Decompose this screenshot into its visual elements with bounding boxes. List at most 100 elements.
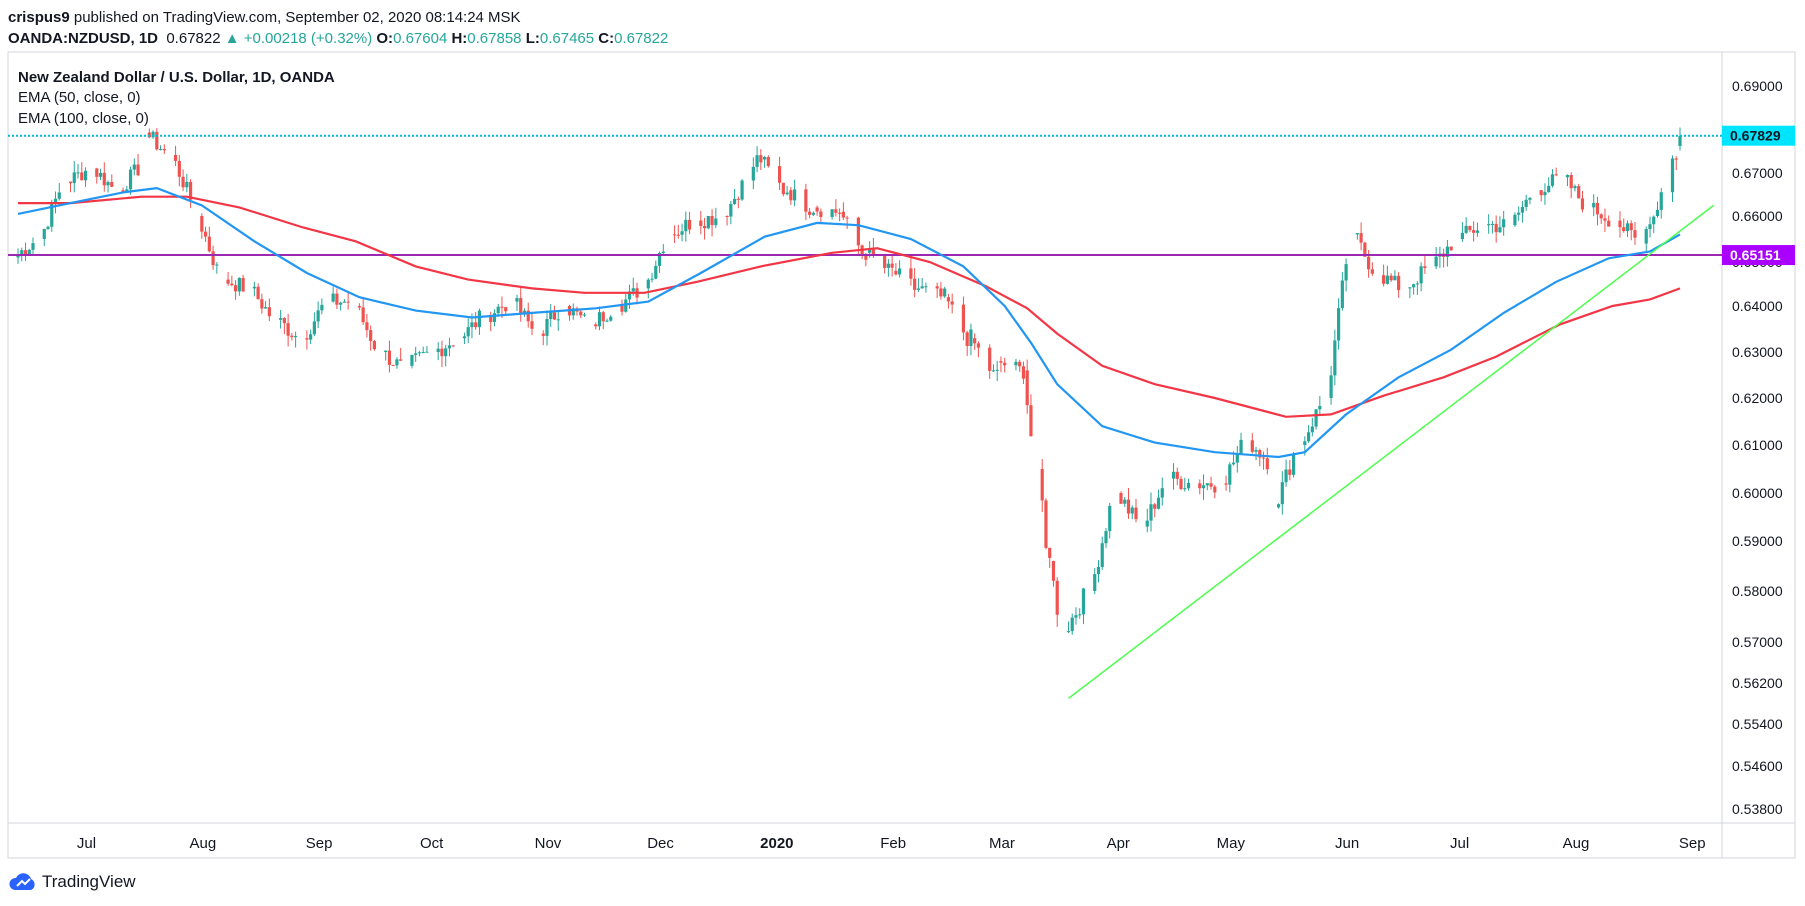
candle-body (1224, 483, 1228, 485)
open-value: 0.67604 (393, 30, 448, 47)
candle-body (151, 131, 155, 138)
candle-body (781, 182, 785, 195)
candle-body (920, 286, 924, 289)
candle-body (188, 181, 193, 200)
y-tick-label: 0.66000 (1732, 208, 1783, 224)
candle-body (1419, 266, 1423, 284)
up-arrow-icon: ▲ (224, 30, 240, 47)
candle-body (650, 278, 654, 280)
candle-body (751, 166, 755, 181)
candle-body (973, 338, 977, 344)
candle-body (732, 198, 737, 204)
legend-ema50[interactable]: EMA (50, close, 0) (18, 89, 141, 106)
candle-body (1239, 439, 1243, 454)
candle-body (1618, 220, 1622, 228)
candle-body (710, 216, 714, 226)
candle-body (1648, 224, 1652, 230)
candle-body (594, 324, 598, 327)
candle-body (264, 307, 268, 309)
legend-title: New Zealand Dollar / U.S. Dollar, 1D, OA… (18, 69, 335, 86)
candle-body (72, 172, 76, 184)
candle-body (1498, 227, 1502, 233)
candle-body (687, 219, 692, 230)
candle-body (1171, 471, 1176, 479)
price-label-box (1722, 245, 1795, 266)
candle-body (102, 172, 106, 186)
close-value: 0.67822 (614, 30, 669, 47)
candle-body (582, 314, 587, 316)
candle-body (1201, 485, 1206, 489)
legend-ema100[interactable]: EMA (100, close, 0) (18, 110, 149, 127)
candle-body (1228, 464, 1232, 485)
candle-body (834, 209, 838, 213)
candle-body (31, 243, 35, 250)
change-value: +0.00218 (+0.32%) (243, 30, 373, 47)
y-tick-label: 0.55400 (1732, 716, 1783, 732)
candle-body (1183, 488, 1187, 490)
candle-body (237, 277, 241, 292)
ema50-line (17, 186, 1681, 459)
candle-body (477, 310, 482, 328)
candle-body (1603, 218, 1607, 221)
candle-body (1502, 219, 1506, 228)
candle-body (80, 172, 84, 181)
candle-body (579, 311, 583, 316)
candle-body (260, 299, 264, 309)
candle-body (552, 312, 557, 320)
x-tick-label: Apr (1107, 835, 1130, 852)
time-axis[interactable]: Jul Aug Sep Oct Nov Dec 2020 Feb Mar Apr May Jun Jul… (77, 835, 1706, 852)
candle-body (804, 189, 808, 212)
symbol-label: OANDA:NZDUSD, 1D (8, 30, 158, 47)
candle-body (98, 172, 103, 177)
trendline (1068, 204, 1715, 699)
candle-body (316, 310, 320, 322)
candle-body (597, 312, 602, 327)
candle-body (185, 181, 189, 188)
candle-body (571, 308, 575, 316)
y-tick-label: 0.53800 (1732, 801, 1783, 817)
x-tick-label: May (1217, 835, 1246, 852)
candle-body (1014, 361, 1018, 366)
candle-body (909, 268, 913, 279)
candle-body (811, 212, 815, 215)
tradingview-logo[interactable]: TradingView (8, 872, 136, 892)
candle-body (627, 291, 632, 300)
candle-body (1055, 580, 1059, 615)
publish-info: crispus9 published on TradingView.com, S… (8, 9, 521, 26)
candle-body (391, 364, 395, 366)
candle-body (1318, 405, 1322, 410)
candle-body (233, 285, 238, 292)
candle-body (305, 338, 309, 340)
candle-body (1231, 462, 1236, 465)
candle-body (23, 250, 28, 256)
x-tick-label: Oct (420, 835, 444, 852)
candle-body (335, 293, 339, 305)
candle-body (410, 354, 414, 366)
candle-body (894, 270, 898, 275)
candle-body (155, 131, 159, 150)
candle-body (556, 319, 560, 321)
candle-body (173, 155, 178, 161)
price-axis[interactable]: 0.690000.670000.660000.650000.640000.630… (1732, 78, 1783, 817)
candle-body (916, 288, 921, 290)
candle-body (766, 157, 770, 167)
price-chart[interactable]: 0.690000.670000.660000.650000.640000.630… (0, 0, 1805, 862)
x-tick-label: Jun (1335, 835, 1359, 852)
candle-body (1550, 174, 1555, 186)
candle-body (1397, 275, 1401, 291)
author-name[interactable]: crispus9 (8, 9, 70, 26)
candle-body (1423, 266, 1427, 268)
candle-body (95, 168, 99, 177)
candle-body (838, 212, 842, 214)
candle-body (1517, 212, 1521, 215)
candle-body (1310, 426, 1314, 433)
candle-body (913, 278, 917, 290)
ema100-line (18, 195, 1681, 418)
y-tick-label: 0.57000 (1732, 634, 1783, 650)
x-tick-label: Jul (77, 835, 96, 852)
candle-body (1460, 232, 1465, 239)
candle-body (440, 348, 444, 357)
candle-body (1520, 206, 1525, 213)
candle-body (1336, 308, 1341, 341)
candle-body (1494, 223, 1498, 233)
